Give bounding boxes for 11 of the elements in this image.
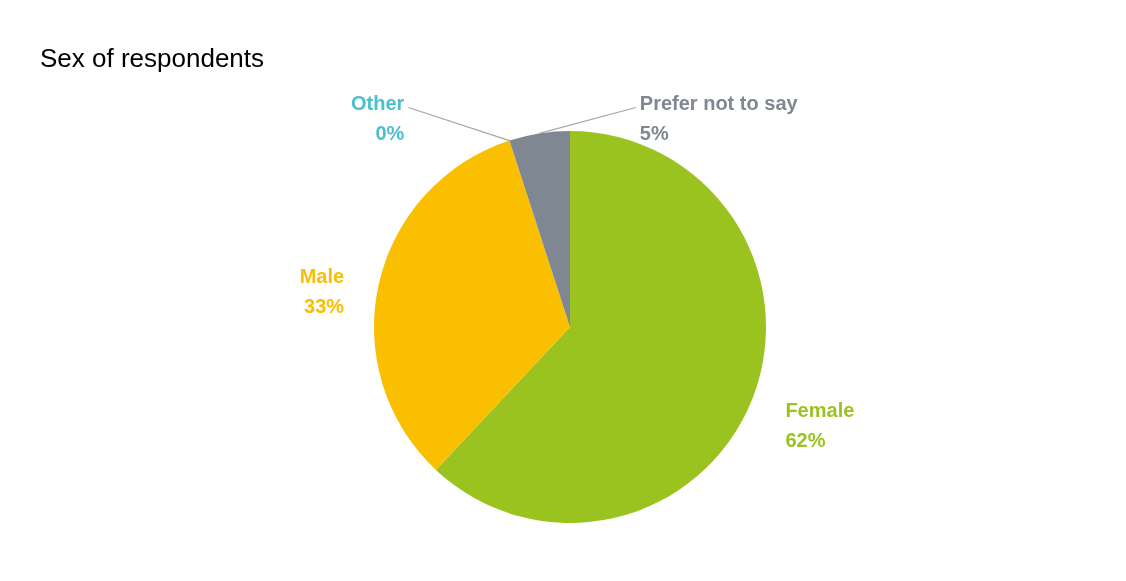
slice-label: Male [299,265,345,288]
pie-slice [374,140,570,470]
slice-label: Prefer not to say [639,91,799,114]
category-label: Other [351,91,405,114]
data-label: 62% [785,428,826,451]
data-label: 33% [304,295,345,318]
text: 0% [375,121,405,144]
data-label: 5% [639,121,669,144]
chart-title: Sex of respondents [40,43,265,73]
pie-slice [509,131,570,327]
slice-label: Female [785,398,855,421]
